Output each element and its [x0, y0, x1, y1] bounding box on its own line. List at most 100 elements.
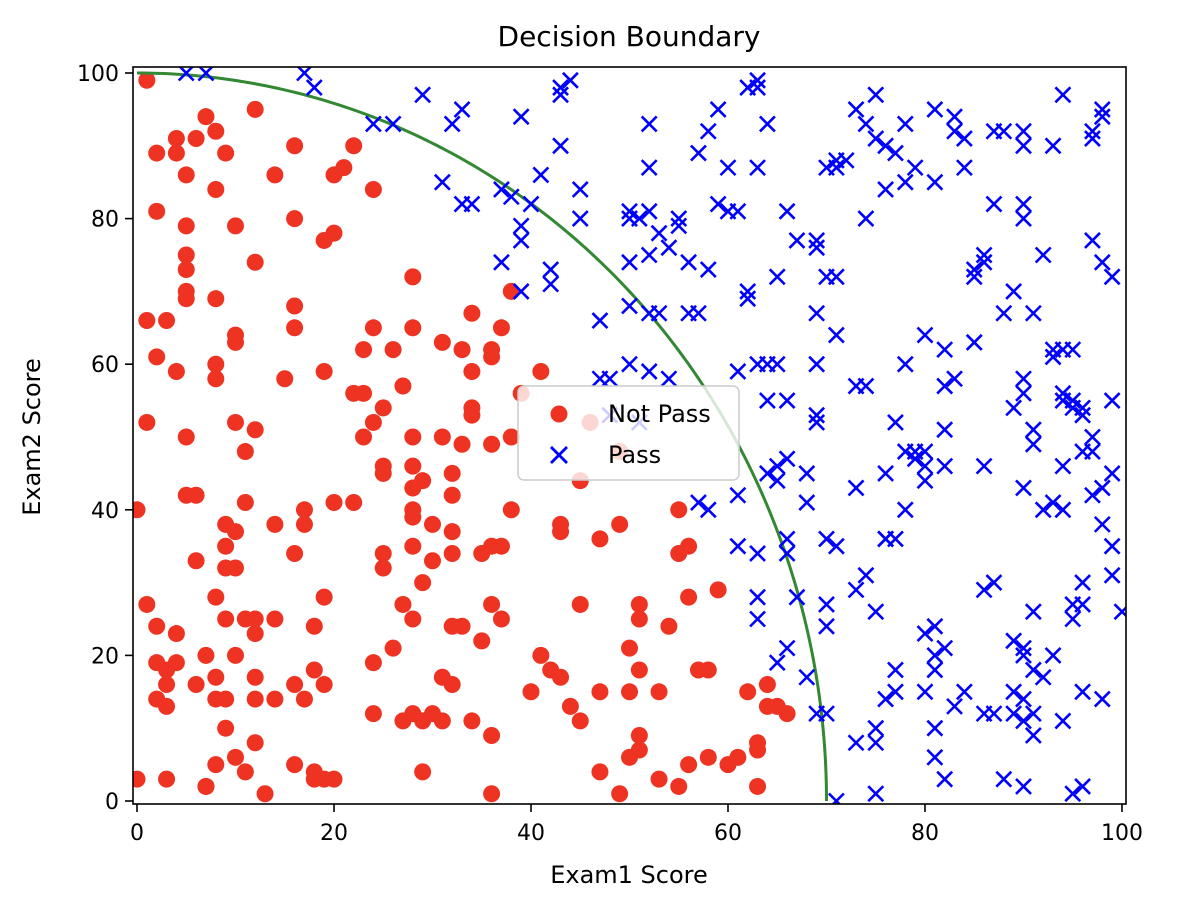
pass-point	[788, 232, 806, 249]
pass-point	[1015, 384, 1032, 402]
pass-point	[1044, 494, 1062, 511]
not-pass-point	[207, 588, 225, 606]
pass-point	[896, 115, 914, 133]
pass-point	[1015, 646, 1032, 664]
not-pass-point	[424, 515, 441, 533]
plot-frame	[132, 66, 1127, 805]
not-pass-point	[177, 261, 195, 279]
not-pass-point	[571, 595, 589, 613]
pass-point	[1024, 435, 1042, 453]
not-pass-point	[492, 319, 510, 337]
pass-point	[916, 625, 934, 642]
pass-point	[1015, 778, 1032, 795]
pass-point	[926, 100, 944, 118]
not-pass-point	[167, 654, 185, 672]
pass-point	[305, 79, 323, 96]
not-pass-point	[217, 610, 235, 628]
pass-point	[729, 486, 747, 504]
pass-point	[680, 253, 698, 271]
not-pass-point	[236, 763, 254, 781]
pass-point	[1093, 100, 1111, 118]
not-pass-point	[207, 290, 225, 308]
not-pass-point	[133, 770, 146, 788]
pass-point	[749, 588, 766, 606]
pass-point	[808, 406, 826, 424]
pass-point	[1074, 596, 1092, 613]
not-pass-point	[286, 137, 304, 155]
pass-point	[1064, 392, 1082, 410]
pass-point	[1024, 421, 1042, 439]
not-pass-point	[197, 646, 215, 664]
not-pass-point	[187, 486, 205, 504]
pass-point	[808, 355, 826, 373]
pass-point	[857, 566, 875, 584]
legend-pass-label: Pass	[608, 441, 661, 469]
not-pass-point	[207, 756, 225, 774]
pass-point	[512, 232, 530, 249]
pass-point	[778, 392, 796, 410]
pass-point	[758, 392, 776, 410]
pass-point	[1054, 501, 1072, 519]
pass-point	[877, 464, 895, 482]
pass-point	[896, 173, 914, 191]
pass-point	[1064, 610, 1082, 628]
not-pass-point	[650, 683, 668, 701]
pass-point	[965, 268, 983, 286]
not-pass-point	[197, 108, 215, 126]
pass-point	[1054, 86, 1072, 104]
not-pass-point	[315, 676, 333, 694]
not-pass-point	[335, 159, 353, 177]
x-axis-ticks: 0 20 40 60 80 100	[130, 804, 1143, 846]
pass-point	[995, 122, 1013, 140]
pass-point	[709, 195, 727, 213]
not-pass-point	[680, 537, 698, 555]
pass-point	[916, 326, 934, 344]
pass-point	[463, 195, 481, 213]
y-tick-label: 100	[77, 62, 119, 87]
pass-point	[699, 501, 717, 519]
pass-point	[699, 122, 717, 140]
pass-point	[630, 210, 648, 228]
pass-point	[1084, 130, 1101, 147]
not-pass-point	[650, 770, 668, 788]
not-pass-point	[453, 435, 471, 453]
pass-point	[739, 290, 757, 308]
pass-point	[926, 719, 944, 737]
not-pass-point	[246, 421, 264, 439]
x-tick-label: 20	[320, 821, 348, 846]
not-pass-point	[325, 494, 343, 512]
pass-point	[670, 217, 688, 235]
pass-point	[364, 115, 382, 133]
not-pass-point	[492, 610, 510, 628]
pass-point	[778, 639, 796, 657]
pass-point	[896, 355, 914, 373]
not-pass-point	[345, 494, 363, 512]
pass-point	[1093, 253, 1111, 271]
pass-point	[916, 683, 934, 701]
pass-point	[542, 261, 560, 278]
pass-point	[818, 530, 835, 548]
not-pass-point	[148, 202, 166, 220]
not-pass-point	[729, 748, 747, 766]
not-pass-point	[492, 537, 510, 555]
not-pass-point	[463, 362, 481, 380]
not-pass-point	[295, 515, 313, 533]
not-pass-point	[286, 544, 304, 562]
pass-point	[887, 144, 904, 162]
pass-point	[443, 115, 461, 133]
not-pass-point	[660, 617, 678, 635]
pass-point	[847, 100, 865, 118]
not-pass-point	[138, 71, 156, 89]
not-pass-point	[483, 726, 501, 744]
pass-point	[985, 705, 1003, 723]
not-pass-point	[483, 435, 501, 453]
pass-point	[1034, 501, 1052, 519]
pass-point	[1074, 574, 1092, 592]
pass-point	[995, 770, 1013, 788]
pass-point	[877, 137, 895, 155]
not-pass-point	[148, 348, 166, 366]
not-pass-point	[571, 712, 589, 730]
pass-point	[1034, 668, 1052, 686]
pass-point	[433, 173, 451, 191]
pass-point	[1093, 690, 1111, 708]
